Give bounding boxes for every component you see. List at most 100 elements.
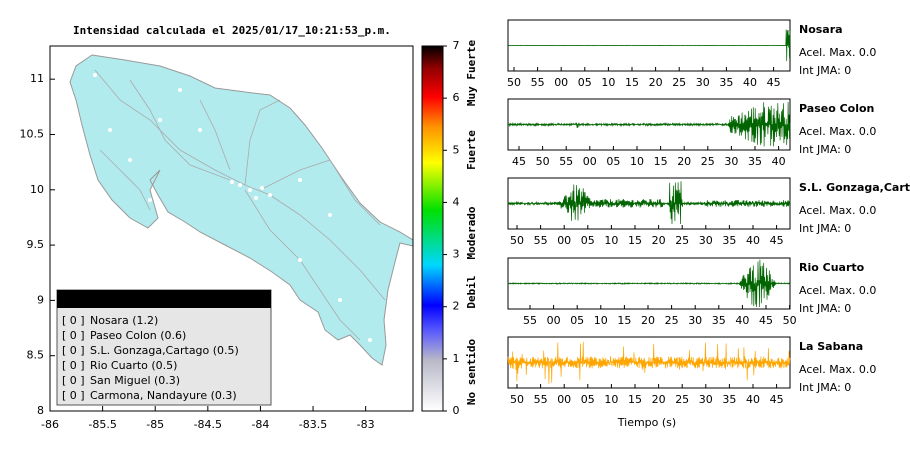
time-tick-label: 25	[675, 234, 689, 247]
x-tick-label: -84.5	[194, 418, 222, 431]
station-acel: Acel. Max. 0.0	[799, 46, 876, 59]
time-tick-label: 50	[507, 76, 521, 89]
waveform-trace	[507, 341, 791, 384]
map-frame	[49, 45, 414, 412]
station-name: S.L. Gonzaga,Cartago	[799, 181, 910, 194]
map-title: Intensidad calculada el 2025/01/17_10:21…	[73, 24, 391, 37]
time-axis-label: Tiempo (s)	[617, 416, 676, 429]
time-tick-label: 05	[578, 76, 592, 89]
legend-level: [ 0 ]	[62, 389, 85, 402]
legend-station: San Miguel (0.3)	[90, 374, 180, 387]
station-acel: Acel. Max. 0.0	[799, 284, 876, 297]
time-tick-label: 00	[554, 76, 568, 89]
legend-level: [ 0 ]	[62, 374, 85, 387]
time-tick-label: 10	[601, 76, 615, 89]
legend-station: Rio Cuarto (0.5)	[90, 359, 177, 372]
time-tick-label: 00	[583, 155, 597, 168]
legend-box	[56, 289, 272, 406]
time-tick-label: 30	[724, 155, 738, 168]
time-tick-label: 20	[652, 234, 666, 247]
station-name: Nosara	[799, 23, 843, 36]
time-tick-label: 30	[699, 393, 713, 406]
time-tick-label: 35	[722, 234, 736, 247]
time-tick-label: 55	[534, 234, 548, 247]
x-tick-label: -85.5	[88, 418, 116, 431]
station-name: Rio Cuarto	[799, 261, 865, 274]
y-tick-label: 10	[30, 183, 44, 196]
time-tick-label: 45	[770, 234, 784, 247]
x-tick-label: -83	[357, 418, 375, 431]
time-tick-label: 55	[523, 314, 537, 327]
station-int: Int JMA: 0	[799, 381, 851, 394]
time-tick-label: 10	[604, 234, 618, 247]
time-tick-label: 35	[748, 155, 762, 168]
legend-title: INTENSIDAD JMA [0 a 7]	[98, 292, 229, 305]
station-int: Int JMA: 0	[799, 143, 851, 156]
waveform-trace	[507, 101, 791, 147]
time-tick-label: 00	[557, 393, 571, 406]
time-tick-label: 15	[628, 393, 642, 406]
time-tick-label: 55	[531, 76, 545, 89]
time-tick-label: 15	[654, 155, 668, 168]
time-tick-label: 50	[510, 234, 524, 247]
time-tick-label: 00	[557, 234, 571, 247]
time-tick-label: 40	[735, 314, 749, 327]
legend-level: [ 0 ]	[62, 359, 85, 372]
colorbar-tick-label: 3	[453, 248, 460, 261]
waveform-trace	[507, 181, 791, 225]
station-int: Int JMA: 0	[799, 302, 851, 315]
colorbar-label: Muy Fuerte	[465, 40, 478, 107]
time-tick-label: 10	[594, 314, 608, 327]
time-tick-label: 15	[617, 314, 631, 327]
station-int: Int JMA: 0	[799, 64, 851, 77]
colorbar-tick-label: 6	[453, 91, 460, 104]
colorbar-label: No sentido	[465, 339, 478, 406]
station-name: La Sabana	[799, 340, 863, 353]
colorbar-label: Fuerte	[465, 130, 478, 170]
time-tick-label: 20	[649, 76, 663, 89]
time-tick-label: 00	[547, 314, 561, 327]
time-tick-label: 40	[746, 393, 760, 406]
legend-level: [ 0 ]	[62, 344, 85, 357]
y-tick-label: 10.5	[20, 127, 45, 140]
time-tick-label: 50	[536, 155, 550, 168]
time-tick-label: 20	[677, 155, 691, 168]
legend-station: Paseo Colon (0.6)	[90, 329, 186, 342]
y-tick-label: 8	[37, 404, 44, 417]
time-tick-label: 10	[604, 393, 618, 406]
time-tick-label: 45	[767, 76, 781, 89]
time-tick-label: 30	[696, 76, 710, 89]
time-tick-label: 25	[675, 393, 689, 406]
time-tick-label: 15	[625, 76, 639, 89]
time-tick-label: 50	[510, 393, 524, 406]
time-tick-label: 30	[688, 314, 702, 327]
time-tick-label: 10	[630, 155, 644, 168]
time-tick-label: 45	[512, 155, 526, 168]
time-tick-label: 20	[652, 393, 666, 406]
station-acel: Acel. Max. 0.0	[799, 363, 876, 376]
station-name: Paseo Colon	[799, 102, 874, 115]
time-tick-label: 25	[672, 76, 686, 89]
time-tick-label: 05	[581, 234, 595, 247]
colorbar-tick-label: 1	[453, 352, 460, 365]
y-tick-label: 9.5	[27, 238, 45, 251]
colorbar-label: Moderado	[465, 206, 478, 259]
time-tick-label: 35	[719, 76, 733, 89]
x-tick-label: -83.5	[299, 418, 327, 431]
time-tick-label: 55	[559, 155, 573, 168]
x-tick-label: -86	[41, 418, 59, 431]
colorbar	[421, 45, 444, 412]
station-acel: Acel. Max. 0.0	[799, 125, 876, 138]
time-tick-label: 25	[665, 314, 679, 327]
waveform-trace	[507, 29, 791, 62]
colorbar-tick-label: 5	[453, 143, 460, 156]
map-area	[69, 54, 413, 366]
station-int: Int JMA: 0	[799, 222, 851, 235]
colorbar-tick-label: 7	[453, 39, 460, 52]
y-tick-label: 8.5	[27, 349, 45, 362]
legend-station: Carmona, Nandayure (0.3)	[90, 389, 237, 402]
y-tick-label: 9	[37, 293, 44, 306]
time-tick-label: 45	[770, 393, 784, 406]
time-tick-label: 05	[581, 393, 595, 406]
